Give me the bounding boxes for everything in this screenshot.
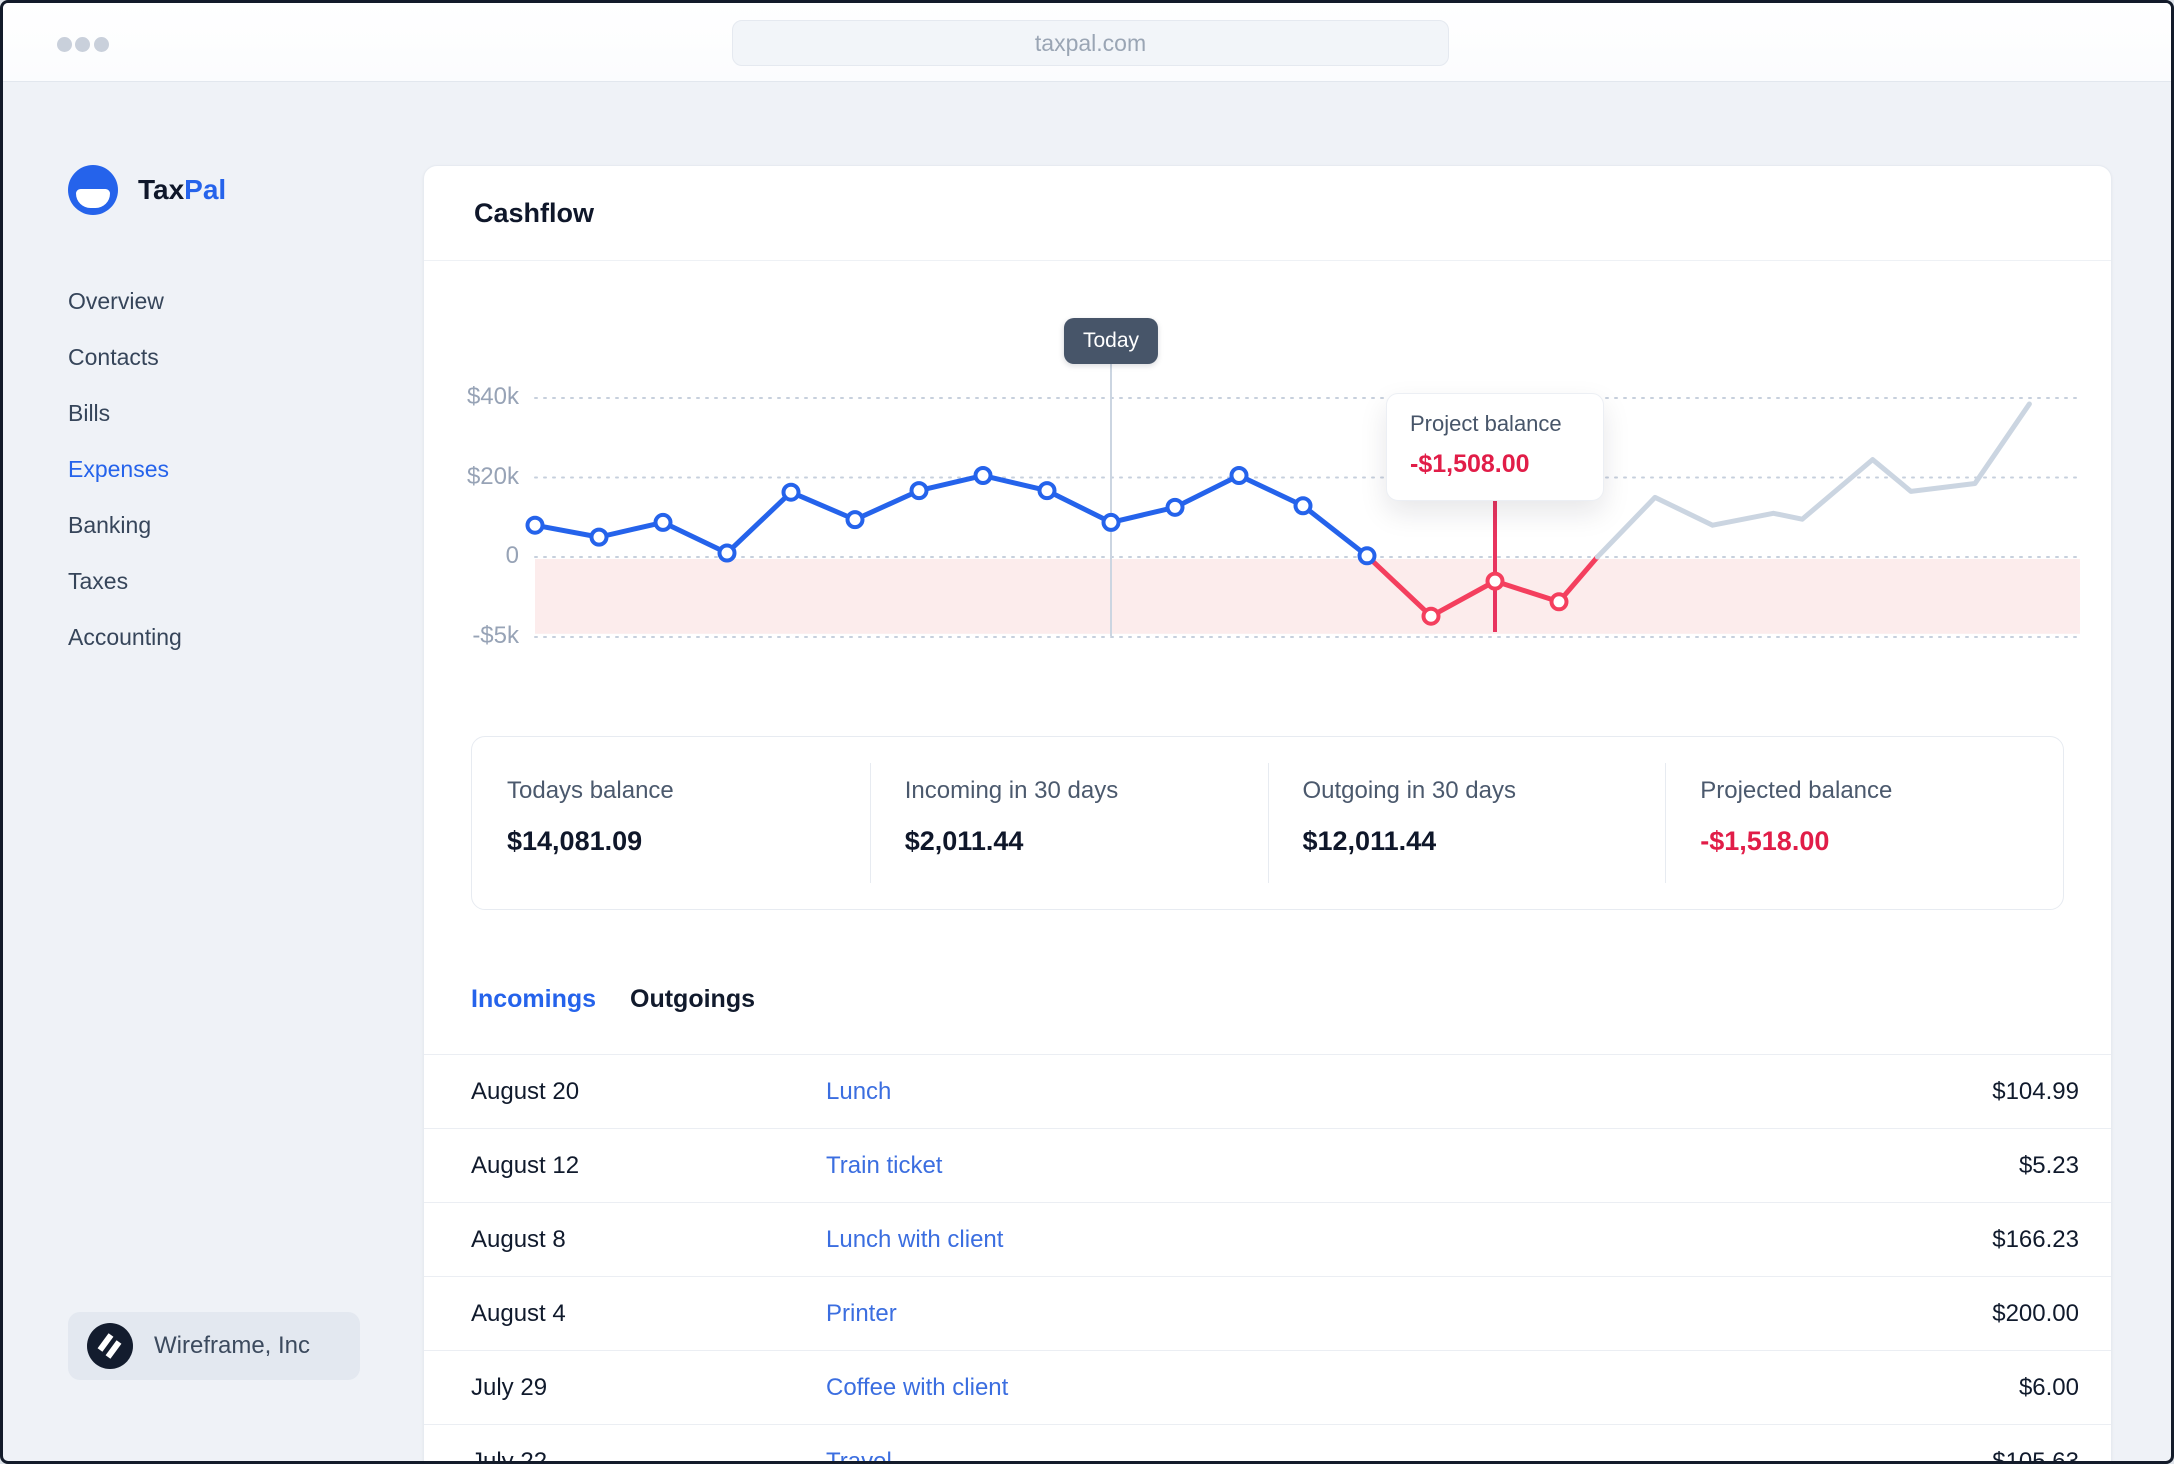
data-point-marker — [589, 527, 609, 547]
tooltip-label: Project balance — [1410, 411, 1562, 436]
summary-stats: Todays balance $14,081.09 Incoming in 30 d… — [471, 736, 2064, 910]
transaction-amount: $166.23 — [1992, 1225, 2079, 1253]
stat-label: Outgoing in 30 days — [1302, 777, 1516, 804]
taxpal-logo-icon — [68, 165, 118, 215]
sidebar-item-bills[interactable]: Bills — [68, 400, 111, 426]
brand-name: TaxPal — [138, 174, 227, 205]
card-header: Cashflow — [424, 166, 2111, 261]
table-row[interactable]: August 20 Lunch $104.99 — [424, 1054, 2111, 1128]
today-marker-badge: Today — [1063, 318, 1159, 364]
stat-card: Incoming in 30 days $2,011.44 — [869, 737, 1268, 909]
data-point-marker — [1229, 466, 1249, 486]
series-actual-balance — [532, 473, 1370, 559]
y-axis-tick: 0 — [505, 542, 519, 569]
sidebar-nav: Overview Contacts Bills Expenses Banking Taxe… — [68, 273, 182, 665]
window-control-dot[interactable] — [75, 37, 90, 52]
tab-outgoings[interactable]: Outgoings — [630, 985, 755, 1013]
table-row[interactable]: August 4 Printer $200.00 — [424, 1276, 2111, 1350]
sidebar-item-contacts[interactable]: Contacts — [68, 344, 159, 370]
transaction-link[interactable]: Printer — [826, 1299, 897, 1327]
transaction-date: August 8 — [471, 1225, 566, 1253]
company-name: Wireframe, Inc — [154, 1332, 311, 1359]
data-point-marker — [1293, 496, 1313, 516]
tooltip-value: -$1,508.00 — [1410, 450, 1530, 478]
data-point-marker — [1485, 571, 1505, 591]
address-bar[interactable]: taxpal.com — [732, 20, 1449, 66]
sidebar-item-expenses[interactable]: Expenses — [68, 456, 170, 482]
data-point-marker — [1037, 481, 1057, 501]
tab-incomings[interactable]: Incomings — [471, 985, 597, 1013]
table-row[interactable]: August 8 Lunch with client $166.23 — [424, 1202, 2111, 1276]
transaction-amount: $5.23 — [2018, 1151, 2079, 1179]
transaction-amount: $105.63 — [1992, 1447, 2079, 1464]
stat-value: -$1,518.00 — [1700, 826, 1830, 856]
transaction-date: August 20 — [471, 1077, 580, 1105]
sidebar-item-overview[interactable]: Overview — [68, 288, 164, 314]
sidebar-item-taxes[interactable]: Taxes — [68, 568, 129, 594]
transaction-amount: $104.99 — [1992, 1077, 2079, 1105]
sidebar-item-accounting[interactable]: Accounting — [68, 624, 182, 650]
data-point-marker — [845, 510, 865, 530]
data-point-marker — [1101, 512, 1121, 532]
page-title: Cashflow — [474, 197, 595, 228]
data-point-marker — [909, 481, 929, 501]
data-point-marker — [653, 512, 673, 532]
y-axis-tick: -$5k — [472, 622, 519, 649]
table-row[interactable]: July 22 Travel $105.63 — [424, 1424, 2111, 1464]
stat-label: Todays balance — [507, 777, 674, 804]
transactions-tabs: Incomings Outgoings — [471, 982, 755, 1016]
stat-value: $12,011.44 — [1302, 826, 1437, 856]
chart-tooltip: Project balance -$1,508.00 — [1386, 393, 1604, 501]
transaction-date: July 22 — [471, 1447, 548, 1464]
data-point-marker — [1421, 606, 1441, 626]
transactions-table: August 20 Lunch $104.99 August 12 Train tick… — [424, 1054, 2111, 1464]
browser-toolbar: taxpal.com — [3, 3, 2171, 82]
cashflow-chart[interactable]: $40k $20k 0 -$5k Today Project balance -$1,… — [424, 261, 2111, 821]
address-bar-url: taxpal.com — [1034, 29, 1147, 56]
chart-canvas[interactable] — [424, 261, 2111, 821]
brand-logo[interactable]: TaxPal — [68, 165, 226, 215]
data-point-marker — [1357, 546, 1377, 566]
data-point-marker — [1549, 592, 1569, 612]
stat-label: Projected balance — [1700, 777, 1893, 804]
transaction-date: July 29 — [471, 1373, 548, 1401]
negative-zone-band — [535, 559, 2080, 634]
data-point-marker — [717, 543, 737, 563]
table-row[interactable]: August 12 Train ticket $5.23 — [424, 1128, 2111, 1202]
y-axis-tick: $40k — [466, 383, 519, 410]
data-point-marker — [973, 466, 993, 486]
window-control-dot[interactable] — [94, 37, 109, 52]
transaction-amount: $6.00 — [2018, 1373, 2079, 1401]
stat-label: Incoming in 30 days — [904, 777, 1119, 804]
transaction-amount: $200.00 — [1992, 1299, 2079, 1327]
stat-value: $2,011.44 — [904, 826, 1024, 856]
stat-value: $14,081.09 — [507, 826, 643, 856]
company-logo-icon — [87, 1323, 133, 1369]
y-axis-tick: $20k — [466, 462, 519, 490]
transaction-link[interactable]: Lunch — [826, 1077, 892, 1105]
data-point-marker — [781, 482, 801, 502]
window-control-dot[interactable] — [57, 37, 72, 52]
transaction-link[interactable]: Coffee with client — [826, 1373, 1009, 1401]
stat-card: Projected balance -$1,518.00 — [1665, 737, 2063, 909]
transaction-link[interactable]: Lunch with client — [826, 1225, 1004, 1253]
cashflow-card: Cashflow $40k $20k 0 -$5k Today Project bal… — [423, 165, 2112, 1464]
table-row[interactable]: July 29 Coffee with client $6.00 — [424, 1350, 2111, 1424]
transaction-date: August 4 — [471, 1299, 566, 1327]
series-projected-future — [1594, 401, 2032, 560]
transaction-date: August 12 — [471, 1151, 580, 1179]
stat-card: Outgoing in 30 days $12,011.44 — [1267, 737, 1666, 909]
transaction-link[interactable]: Travel — [826, 1447, 892, 1464]
company-switcher[interactable]: Wireframe, Inc — [68, 1312, 360, 1380]
sidebar-item-banking[interactable]: Banking — [68, 512, 152, 538]
data-point-marker — [525, 515, 545, 535]
data-point-marker — [1165, 497, 1185, 517]
transaction-link[interactable]: Train ticket — [826, 1151, 943, 1179]
stat-card: Todays balance $14,081.09 — [472, 737, 870, 909]
